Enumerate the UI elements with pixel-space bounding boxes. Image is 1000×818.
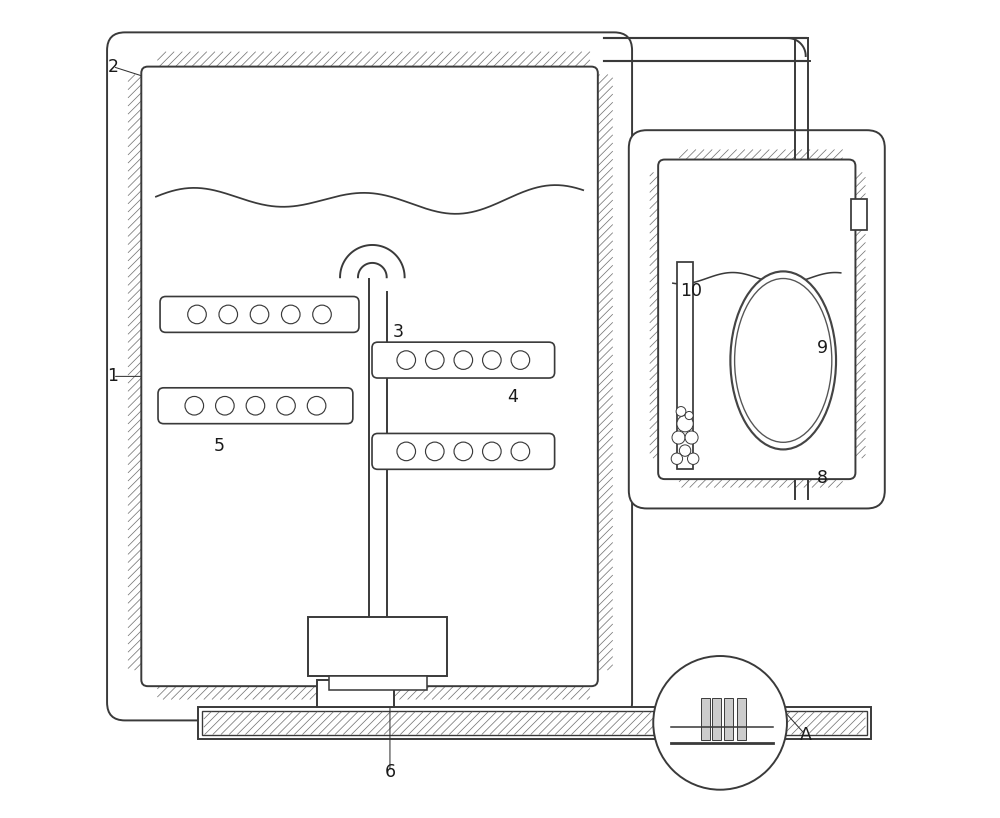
Circle shape [397,351,416,370]
Circle shape [653,656,787,789]
Circle shape [679,445,691,456]
Circle shape [307,397,326,415]
Ellipse shape [735,278,832,443]
Circle shape [219,305,238,324]
Circle shape [216,397,234,415]
Bar [308,617,447,676]
Text: 9: 9 [816,339,828,357]
Circle shape [454,442,473,461]
Circle shape [454,351,473,370]
FancyBboxPatch shape [629,130,885,509]
Bar [712,698,721,740]
Text: 3: 3 [393,322,404,340]
Text: 2: 2 [107,57,118,75]
Circle shape [281,305,300,324]
Circle shape [671,453,683,465]
Bar [329,676,427,690]
Circle shape [511,442,530,461]
Bar [851,199,867,230]
Text: 6: 6 [384,762,396,780]
Circle shape [313,305,331,324]
Circle shape [246,397,265,415]
FancyBboxPatch shape [107,33,632,721]
FancyBboxPatch shape [160,296,359,332]
Circle shape [672,431,685,444]
Circle shape [425,351,444,370]
Circle shape [483,351,501,370]
FancyBboxPatch shape [372,342,555,378]
Ellipse shape [730,272,836,449]
FancyBboxPatch shape [372,434,555,470]
Circle shape [685,431,698,444]
Bar [677,262,693,469]
Text: 10: 10 [681,281,703,299]
Bar [724,698,733,740]
Circle shape [676,407,686,416]
Text: 4: 4 [507,388,518,406]
FancyBboxPatch shape [658,160,855,479]
Circle shape [425,442,444,461]
Text: A: A [800,726,812,744]
Circle shape [677,416,693,432]
Bar [198,707,871,739]
FancyBboxPatch shape [158,388,353,424]
Text: 5: 5 [213,437,224,455]
Bar [317,680,394,707]
Circle shape [188,305,206,324]
Circle shape [685,411,693,420]
Circle shape [483,442,501,461]
Circle shape [397,442,416,461]
Circle shape [185,397,204,415]
Bar [737,698,746,740]
Circle shape [277,397,295,415]
Circle shape [511,351,530,370]
Circle shape [688,453,699,465]
Circle shape [250,305,269,324]
FancyBboxPatch shape [141,66,598,686]
Text: 1: 1 [107,367,118,385]
Bar [701,698,710,740]
Bar [202,711,867,735]
Text: 8: 8 [817,470,828,488]
